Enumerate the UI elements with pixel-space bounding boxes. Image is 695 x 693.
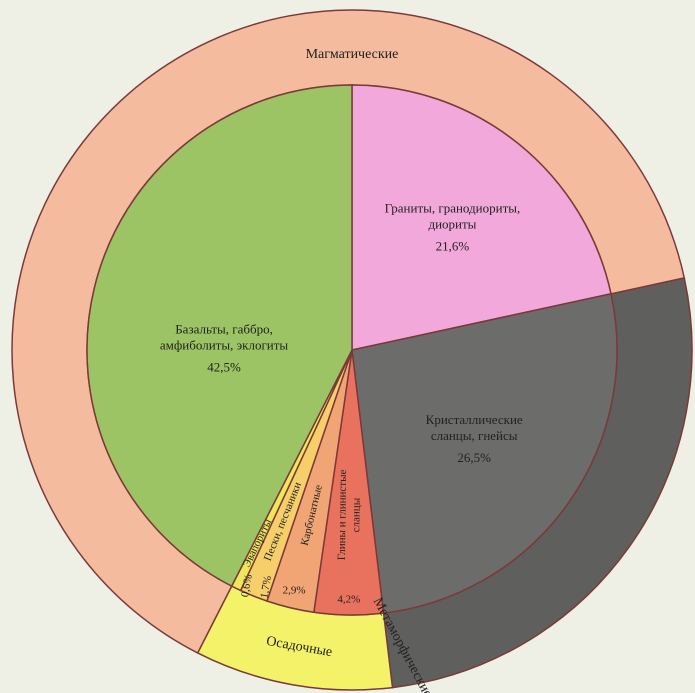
slice-name: Граниты, гранодиориты,	[385, 200, 521, 215]
slice-value: 2,9%	[283, 585, 306, 597]
slice-name: Глины и глинистые	[336, 469, 349, 560]
inner-sector	[86, 84, 353, 588]
slice-value: 1,7%	[258, 575, 274, 600]
slice-name: сланцы	[350, 497, 362, 532]
inner-sector	[351, 84, 612, 351]
slice-value: 26,5%	[457, 450, 491, 465]
slice-name: диориты	[428, 216, 476, 231]
outer-label: Магматические	[306, 47, 399, 62]
slice-value: 42,5%	[207, 360, 241, 375]
slice-label: Базальты, габбро,амфиболиты, эклогиты 42,…	[160, 322, 289, 375]
inner-sector	[351, 292, 618, 614]
slice-name: Кристаллические	[426, 412, 523, 427]
slice-label: Граниты, гранодиориты,диориты 21,6%	[385, 200, 521, 253]
slice-name: Базальты, габбро,	[175, 322, 273, 337]
slice-value: 4,2%	[337, 594, 360, 606]
slice-label: Глины и глинистые сланцы	[336, 469, 363, 560]
slice-name: амфиболиты, эклогиты	[160, 338, 289, 353]
slice-name: сланцы, гнейсы	[431, 428, 518, 443]
slice-value: 21,6%	[436, 238, 470, 253]
slice-value: 0,6%	[239, 573, 255, 598]
